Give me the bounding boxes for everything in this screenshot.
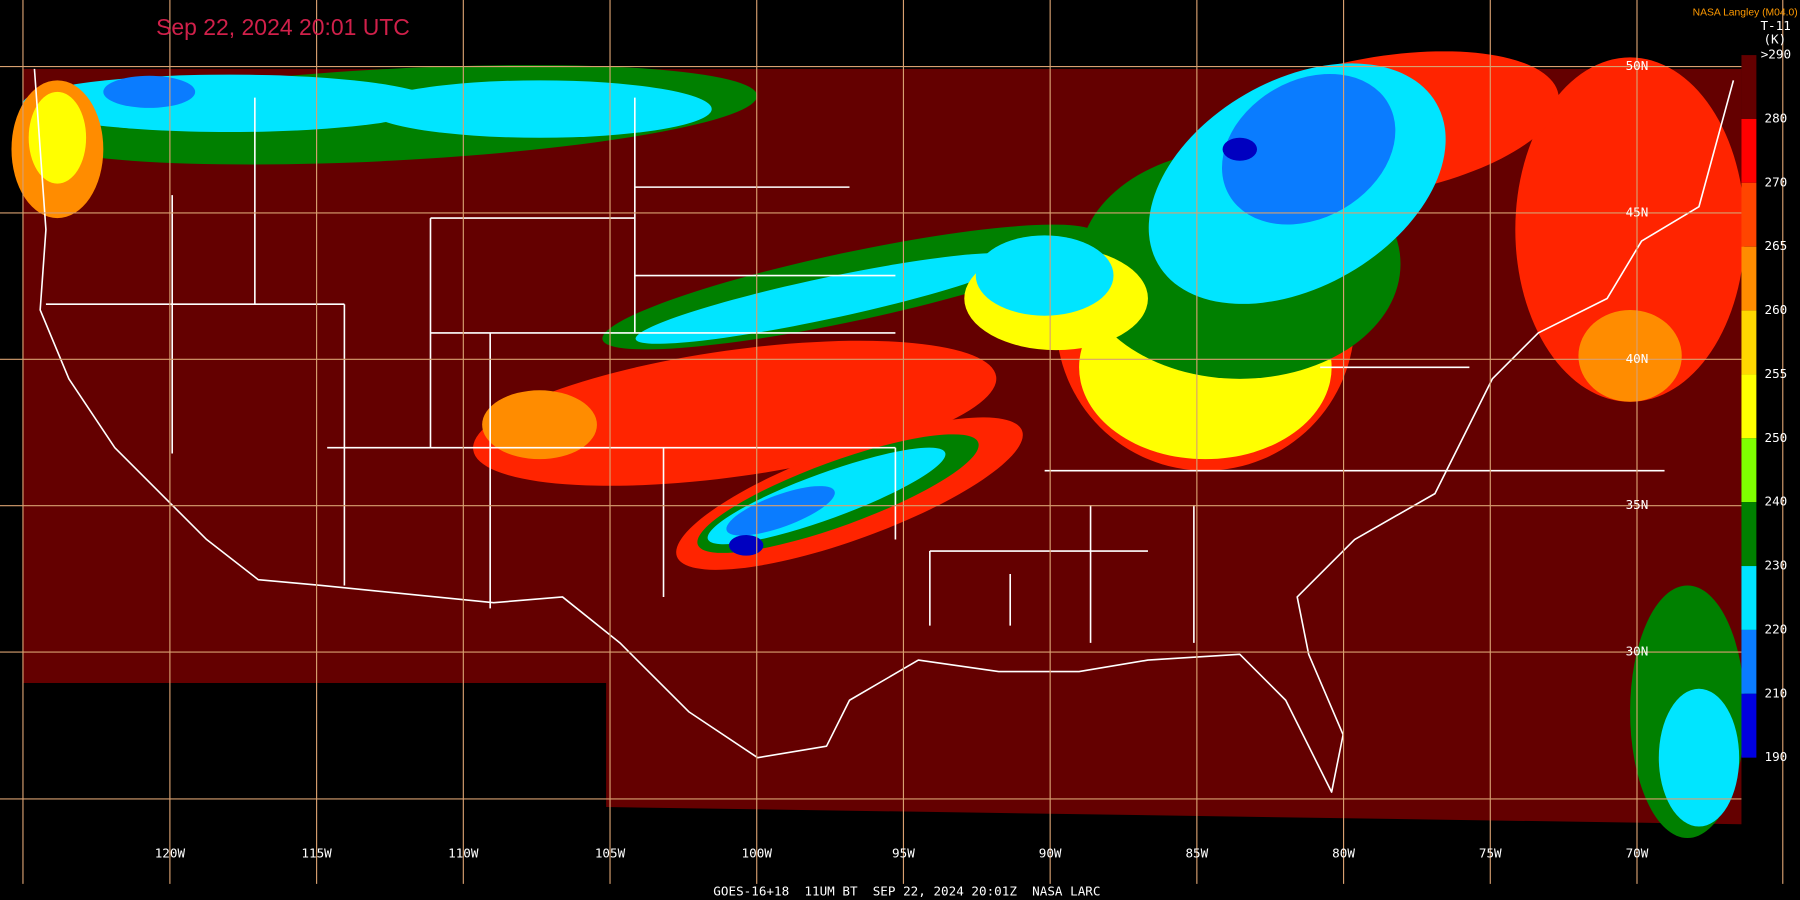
longitude-label: 90W: [1039, 846, 1062, 861]
colorbar-tick-label: 230: [1765, 558, 1788, 573]
longitude-label: 105W: [595, 846, 626, 861]
longitude-label: 120W: [155, 846, 186, 861]
latitude-label: 50N: [1626, 58, 1649, 73]
colorbar-tick-label: 270: [1765, 174, 1788, 189]
colorbar-tick-label: 260: [1765, 302, 1788, 317]
colorbar-tick-label: 250: [1765, 430, 1788, 445]
colorbar-segment: [1741, 438, 1757, 503]
channel-label: T-11: [1760, 18, 1790, 33]
cloud-field: [11, 51, 1745, 839]
colorbar-tick-label: 240: [1765, 494, 1788, 509]
colorbar-segment: [1741, 55, 1757, 119]
colorbar-segment: [1741, 374, 1757, 439]
colorbar-segment: [1741, 629, 1757, 694]
colorbar-tick-label: 255: [1765, 366, 1788, 381]
colorbar-tick-label: 265: [1765, 238, 1788, 253]
unit-label: (K): [1763, 32, 1786, 47]
footer: GOES-16+18 11UM BT SEP 22, 2024 20:01Z N…: [713, 883, 1100, 898]
graticule: 120W 115W 110W 105W 100W 95W 90W 85W 80W 75W 70W 50…: [0, 0, 1784, 884]
colorbar: >290 280 270 265 260 255 250 240 230 220 210 190: [1741, 47, 1791, 764]
colorbar-segment: [1741, 566, 1757, 630]
coastline: [33, 68, 1735, 793]
longitude-label: 110W: [448, 846, 479, 861]
timestamp-title: Sep 22, 2024 20:01 UTC: [156, 14, 410, 40]
longitude-label: 115W: [301, 846, 332, 861]
state-borders: [45, 97, 1665, 643]
colorbar-tick-label: 190: [1765, 749, 1788, 764]
colorbar-tick-label: 210: [1765, 685, 1788, 700]
longitude-label: 70W: [1626, 846, 1649, 861]
colorbar-segment: [1741, 246, 1757, 311]
longitude-label: 75W: [1479, 846, 1502, 861]
latitude-label: 40N: [1626, 351, 1649, 366]
colorbar-tick-label: 280: [1765, 110, 1788, 125]
colorbar-segment: [1741, 118, 1757, 183]
longitude-label: 100W: [742, 846, 773, 861]
colorbar-segment: [1741, 182, 1757, 247]
credit: NASA Langley (M04.0): [1693, 7, 1798, 18]
longitude-label: 85W: [1185, 846, 1208, 861]
colorbar-segment: [1741, 310, 1757, 375]
colorbar-tick-label: 220: [1765, 621, 1788, 636]
latitude-label: 35N: [1626, 497, 1649, 512]
colorbar-tick-label: >290: [1761, 47, 1791, 62]
colorbar-segment: [1741, 502, 1757, 567]
latitude-label: 30N: [1626, 644, 1649, 659]
latitude-label: 45N: [1626, 204, 1649, 219]
longitude-label: 80W: [1332, 846, 1355, 861]
colorbar-segment: [1741, 693, 1757, 758]
longitude-label: 95W: [892, 846, 915, 861]
